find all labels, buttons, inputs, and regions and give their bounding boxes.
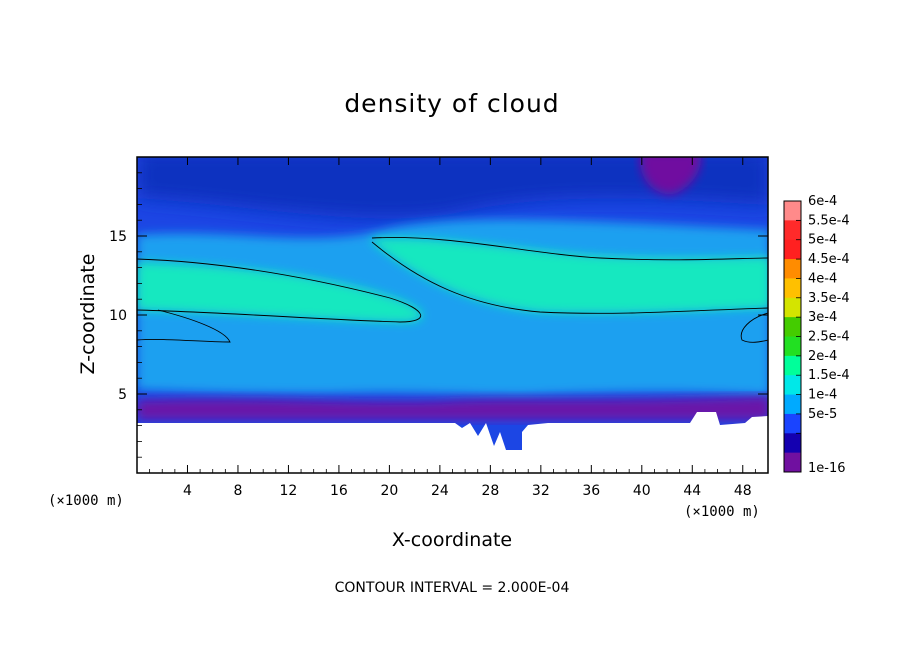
- colorbar-swatch: [784, 375, 801, 396]
- colorbar-label: 3.5e-4: [808, 291, 850, 306]
- colorbar-swatch: [784, 201, 801, 221]
- colorbar-label: 5e-4: [808, 233, 837, 248]
- colorbar-label: 1.5e-4: [808, 368, 850, 383]
- x-tick-label: 12: [280, 483, 298, 499]
- field-ground-layer: [137, 396, 768, 420]
- colorbar-label: 6e-4: [808, 194, 837, 209]
- colorbar-label: 2e-4: [808, 349, 837, 364]
- contour-line-3: [371, 237, 768, 261]
- x-tick-label: 32: [532, 483, 550, 499]
- y-axis: 5 10 15: [109, 172, 768, 458]
- colorbar-label: 1e-4: [808, 388, 837, 403]
- contour-line-1: [137, 258, 421, 323]
- colorbar-swatch: [784, 355, 801, 376]
- x-tick-label: 16: [330, 483, 348, 499]
- colorbar-swatch: [784, 259, 801, 279]
- field-core-band: [137, 262, 423, 322]
- field-no-data: [137, 412, 768, 473]
- colorbar-label: 3e-4: [808, 310, 837, 325]
- contour-line-2: [137, 309, 231, 343]
- colorbar-swatch: [784, 336, 801, 357]
- x-axis-label: X-coordinate: [392, 529, 512, 551]
- colorbar-label: 2.5e-4: [808, 330, 850, 345]
- plot-area: [137, 157, 768, 473]
- x-tick-label: 20: [380, 483, 398, 499]
- colorbar-swatch: [784, 278, 801, 299]
- x-axis: 4 8 12 16 20 24 28 32 36 40 44 48: [149, 157, 756, 499]
- x-tick-label: 40: [633, 483, 651, 499]
- field-upper-band: [137, 157, 768, 219]
- contour-line-5: [740, 312, 768, 343]
- colorbar-swatch: [784, 297, 801, 318]
- colorbar-swatch: [784, 394, 801, 415]
- colorbar: 6e-4 5.5e-4 5e-4 4.5e-4 4e-4 3.5e-4 3e-4 2.5e-4…: [783, 194, 850, 476]
- colorbar-swatch: [784, 433, 801, 454]
- field-core-band-2: [372, 237, 768, 313]
- y-tick-label: 5: [118, 387, 127, 403]
- colorbar-swatch: [784, 452, 801, 473]
- contour-line-4: [371, 241, 768, 314]
- y-axis-label: Z-coordinate: [77, 254, 99, 375]
- colorbar-swatch: [784, 220, 801, 241]
- x-tick-label: 28: [481, 483, 499, 499]
- colorbar-label: 4e-4: [808, 271, 837, 286]
- x-unit-label-right: (×1000 m): [684, 504, 760, 520]
- y-tick-label: 15: [109, 229, 127, 245]
- colorbar-label: 4.5e-4: [808, 252, 850, 267]
- colorbar-label: 5.5e-4: [808, 213, 850, 228]
- chart-title: density of cloud: [344, 89, 559, 118]
- x-tick-label: 36: [582, 483, 600, 499]
- contour-interval-note: CONTOUR INTERVAL = 2.000E-04: [335, 580, 570, 596]
- x-unit-label-left: (×1000 m): [48, 493, 124, 509]
- colorbar-swatch: [784, 239, 801, 260]
- x-tick-label: 8: [233, 483, 242, 499]
- colorbar-label: 1e-16: [808, 461, 846, 476]
- colorbar-swatch: [784, 413, 801, 434]
- x-tick-label: 44: [683, 483, 701, 499]
- x-tick-label: 48: [734, 483, 752, 499]
- x-tick-label: 24: [431, 483, 449, 499]
- field-purple-pocket: [639, 157, 701, 195]
- colorbar-label: 5e-5: [808, 407, 837, 422]
- x-tick-label: 4: [183, 483, 192, 499]
- y-tick-label: 10: [109, 308, 127, 324]
- colorbar-swatch: [784, 317, 801, 337]
